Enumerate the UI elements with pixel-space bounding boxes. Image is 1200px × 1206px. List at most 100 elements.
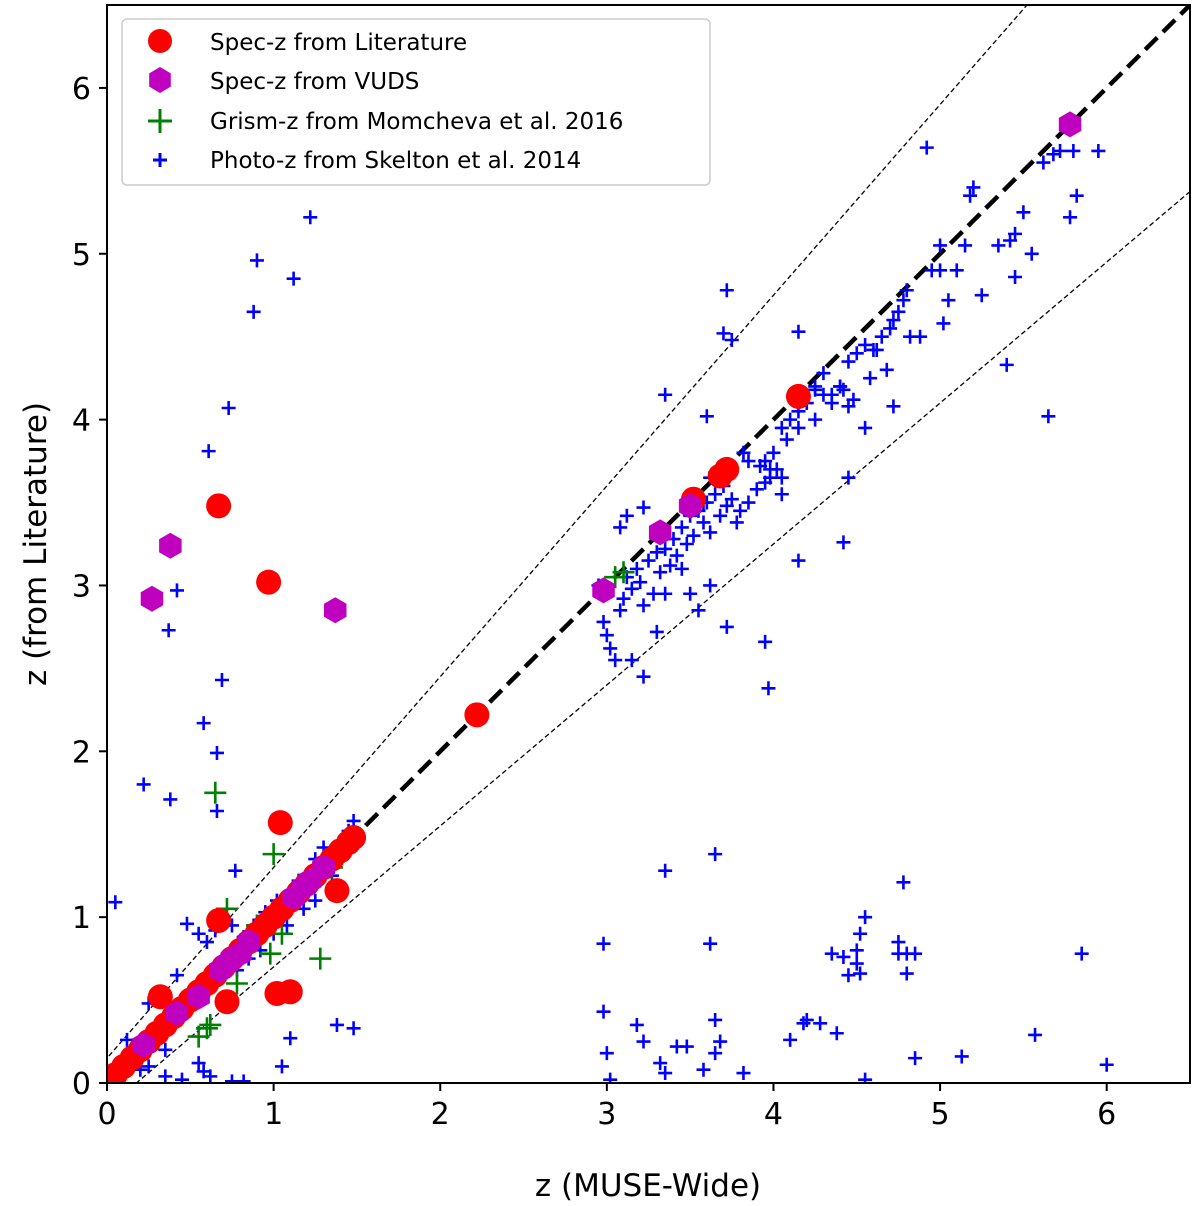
data-point — [908, 1051, 923, 1066]
data-point — [649, 624, 664, 639]
data-point — [1091, 143, 1106, 158]
data-point — [612, 561, 635, 584]
data-point — [799, 1012, 814, 1027]
data-point — [262, 843, 285, 866]
x-tick-label: 0 — [97, 1097, 116, 1132]
data-point — [196, 716, 211, 731]
data-point — [286, 271, 301, 286]
data-point — [603, 1072, 618, 1083]
data-point — [206, 907, 232, 933]
data-point — [599, 628, 614, 643]
data-point — [201, 444, 216, 459]
data-point — [308, 893, 323, 908]
data-point — [624, 581, 639, 596]
data-point — [813, 1016, 828, 1031]
data-point — [303, 210, 318, 225]
data-point — [169, 968, 184, 983]
y-tick-label: 5 — [72, 238, 91, 273]
data-point — [1063, 210, 1078, 225]
data-point — [636, 669, 651, 684]
data-point — [846, 392, 861, 407]
data-point — [958, 238, 973, 253]
data-point — [653, 1056, 668, 1071]
data-point — [683, 586, 698, 601]
data-point — [619, 508, 634, 523]
data-point — [891, 935, 906, 950]
data-point — [341, 825, 367, 851]
data-point — [858, 420, 873, 435]
data-point — [191, 1056, 206, 1071]
data-point — [1046, 147, 1061, 162]
data-point — [249, 253, 264, 268]
data-point — [1008, 269, 1023, 284]
data-point — [763, 462, 778, 477]
data-point — [206, 493, 232, 519]
data-point — [179, 916, 194, 931]
y-tick-label: 4 — [72, 404, 91, 439]
data-point — [629, 1017, 644, 1032]
data-point — [753, 459, 768, 474]
data-point — [849, 956, 864, 971]
data-point — [908, 946, 923, 961]
data-point — [791, 553, 806, 568]
legend-label-vuds: Spec-z from VUDS — [210, 69, 419, 95]
data-point — [699, 409, 714, 424]
data-point — [808, 382, 823, 397]
data-point — [641, 553, 656, 568]
data-point — [891, 304, 906, 319]
data-point — [214, 672, 229, 687]
data-point — [696, 515, 711, 530]
x-tick-label: 1 — [264, 1097, 283, 1132]
data-point — [616, 591, 631, 606]
data-point — [719, 619, 734, 634]
data-point — [686, 528, 701, 543]
data-point — [147, 984, 173, 1010]
data-point — [886, 313, 901, 328]
y-tick-label: 1 — [72, 901, 91, 936]
data-point — [924, 263, 939, 278]
data-point — [841, 354, 856, 369]
data-series — [107, 111, 1114, 1083]
data-point — [603, 641, 618, 656]
legend-label-grism: Grism-z from Momcheva et al. 2016 — [210, 109, 623, 135]
data-point — [779, 432, 794, 447]
data-point — [658, 387, 673, 402]
data-point — [163, 792, 178, 807]
data-point — [841, 968, 856, 983]
data-point — [187, 1025, 210, 1048]
data-point — [174, 1072, 189, 1083]
data-point — [161, 623, 176, 638]
data-point — [633, 575, 648, 590]
data-point — [741, 495, 756, 510]
data-point — [636, 1034, 651, 1049]
data-point — [679, 537, 694, 551]
data-point — [658, 863, 673, 878]
data-point — [596, 614, 611, 629]
data-point — [624, 653, 639, 668]
legend: Spec-z from Literature Spec-z from VUDS … — [121, 18, 711, 186]
data-point — [936, 316, 951, 331]
data-point — [309, 947, 332, 970]
data-point — [836, 535, 851, 550]
data-point — [648, 519, 672, 546]
data-point — [1069, 188, 1084, 203]
data-point — [629, 561, 644, 576]
data-point — [829, 1026, 844, 1041]
data-point — [713, 1034, 728, 1049]
data-point — [191, 926, 206, 941]
data-point — [1024, 246, 1039, 261]
data-point — [141, 1059, 156, 1074]
data-point — [796, 1016, 811, 1031]
data-point — [899, 283, 914, 298]
data-point — [899, 966, 914, 981]
data-point — [736, 1066, 751, 1081]
data-point — [703, 936, 718, 951]
data-point — [849, 943, 864, 958]
data-point — [204, 781, 227, 804]
data-point — [346, 1021, 361, 1036]
data-point — [708, 1046, 723, 1061]
data-point — [966, 180, 981, 195]
data-point — [596, 936, 611, 951]
data-point — [187, 983, 210, 1010]
